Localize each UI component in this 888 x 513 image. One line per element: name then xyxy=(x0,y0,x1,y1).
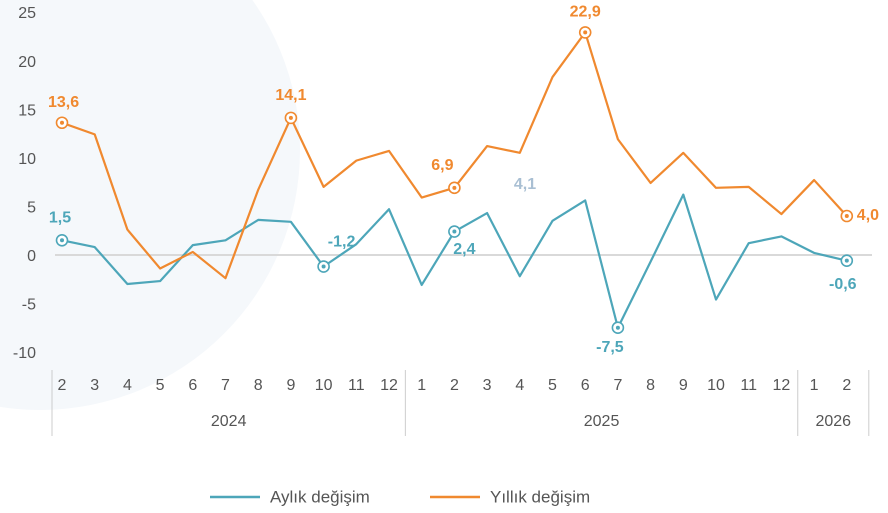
value-label: 2,4 xyxy=(453,241,475,258)
value-label: 1,5 xyxy=(49,210,71,227)
value-label: 4,0 xyxy=(857,207,879,224)
annotation: 4,1 xyxy=(514,176,536,193)
background-shape xyxy=(0,0,300,410)
value-label: -0,6 xyxy=(829,276,857,293)
x-tick-label: 8 xyxy=(646,377,655,394)
value-label: 6,9 xyxy=(431,157,453,174)
value-label: 22,9 xyxy=(570,4,601,21)
legend-label: Yıllık değişim xyxy=(490,487,590,506)
y-tick-label: -5 xyxy=(22,297,36,314)
y-tick-label: 25 xyxy=(18,5,36,22)
x-tick-label: 6 xyxy=(581,377,590,394)
x-tick-label: 2 xyxy=(450,377,459,394)
x-group-label: 2026 xyxy=(815,413,851,430)
value-label: 13,6 xyxy=(48,94,79,111)
y-tick-label: 20 xyxy=(18,54,36,71)
x-tick-label: 6 xyxy=(188,377,197,394)
legend-label: Aylık değişim xyxy=(270,487,370,506)
x-tick-label: 8 xyxy=(254,377,263,394)
y-tick-label: 15 xyxy=(18,102,36,119)
x-tick-label: 7 xyxy=(613,377,622,394)
value-label: 14,1 xyxy=(275,87,306,104)
x-group-label: 2024 xyxy=(211,413,247,430)
x-tick-label: 3 xyxy=(483,377,492,394)
point-marker-dot xyxy=(60,120,64,125)
x-tick-label: 1 xyxy=(810,377,819,394)
x-tick-label: 10 xyxy=(707,377,725,394)
x-tick-label: 2 xyxy=(58,377,67,394)
y-tick-label: 0 xyxy=(27,248,36,265)
y-tick-label: 5 xyxy=(27,200,36,217)
x-tick-label: 11 xyxy=(740,377,757,394)
point-marker-dot xyxy=(288,115,293,120)
x-tick-label: 9 xyxy=(679,377,688,394)
x-tick-label: 7 xyxy=(221,377,230,394)
x-tick-label: 5 xyxy=(156,377,165,394)
value-label: -1,2 xyxy=(328,234,356,251)
y-tick-label: -10 xyxy=(13,345,36,362)
x-tick-label: 9 xyxy=(286,377,295,394)
x-tick-label: 12 xyxy=(773,377,791,394)
point-marker-dot xyxy=(844,258,849,263)
value-label: -7,5 xyxy=(596,339,624,356)
x-tick-label: 1 xyxy=(417,377,426,394)
x-tick-label: 11 xyxy=(348,377,365,394)
x-tick-label: 3 xyxy=(90,377,99,394)
point-marker-dot xyxy=(844,214,849,218)
x-tick-label: 12 xyxy=(380,377,398,394)
point-marker-dot xyxy=(452,229,457,234)
x-tick-label: 4 xyxy=(515,377,524,394)
x-tick-label: 5 xyxy=(548,377,557,394)
x-group-label: 2025 xyxy=(584,413,620,430)
x-tick-label: 10 xyxy=(315,377,333,394)
y-tick-label: 10 xyxy=(18,151,36,168)
point-marker-dot xyxy=(452,185,457,190)
point-marker-dot xyxy=(615,325,620,330)
point-marker-dot xyxy=(60,238,64,243)
x-tick-label: 2 xyxy=(842,377,851,394)
x-tick-label: 4 xyxy=(123,377,132,394)
point-marker-dot xyxy=(321,264,326,269)
point-marker-dot xyxy=(583,30,588,35)
